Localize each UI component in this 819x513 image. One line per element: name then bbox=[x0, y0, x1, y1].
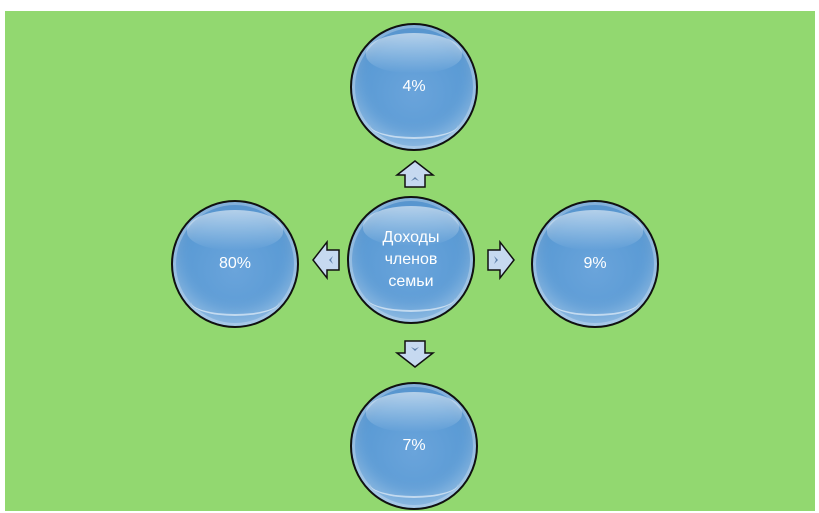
arrow-left-icon bbox=[312, 239, 340, 281]
bubble-top-label: 4% bbox=[402, 78, 426, 95]
bubble-right: 9% bbox=[531, 200, 659, 328]
bubble-top: 4% bbox=[350, 23, 478, 151]
arrow-right-icon bbox=[487, 239, 515, 281]
bubble-center-label: Доходы членов семьи bbox=[382, 229, 440, 290]
bubble-left-label: 80% bbox=[218, 255, 252, 272]
arrow-down-icon bbox=[394, 340, 436, 368]
diagram-canvas: 4% 80% Доходы членов семьи 9% 7% bbox=[5, 11, 815, 511]
bubble-bottom: 7% bbox=[350, 382, 478, 510]
arrow-up-icon bbox=[394, 160, 436, 188]
bubble-center: Доходы членов семьи bbox=[347, 196, 475, 324]
bubble-bottom-label: 7% bbox=[402, 437, 426, 454]
bubble-left: 80% bbox=[171, 200, 299, 328]
bubble-right-label: 9% bbox=[583, 255, 607, 272]
